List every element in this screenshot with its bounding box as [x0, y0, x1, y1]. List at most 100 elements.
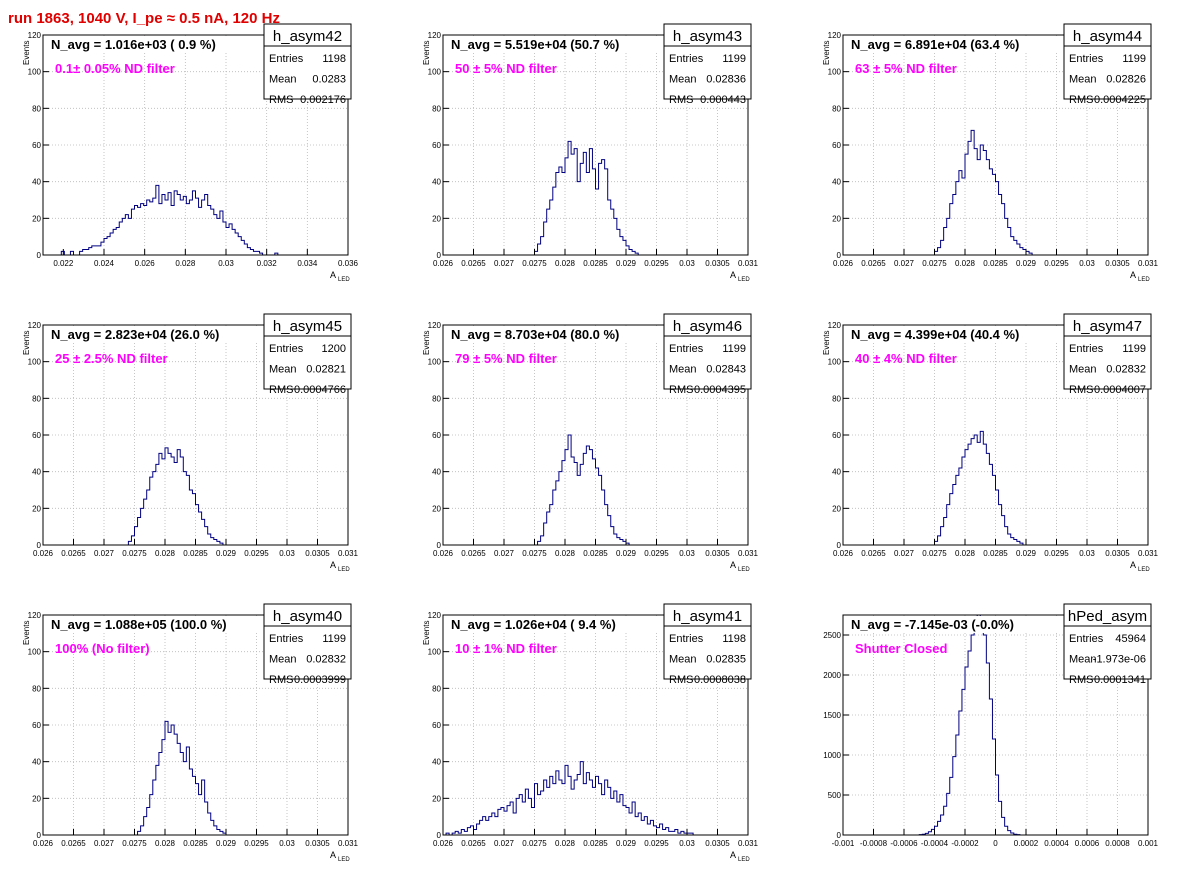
- x-tick-label: 0.031: [1138, 549, 1159, 558]
- y-tick-label: 40: [432, 468, 441, 477]
- navg-box: [449, 36, 667, 53]
- panel-h_asym44: 0.026 0.0265 0.027 0.0275 0.028 0.0285 0.029 0.…: [822, 23, 1159, 283]
- stats-box-name: hPed_asym: [1068, 608, 1147, 625]
- x-tick-label: 0.026: [135, 259, 156, 268]
- x-tick-label: 0.029: [216, 839, 237, 848]
- filter-annotation: 10 ± 1% ND filter: [455, 641, 557, 656]
- histogram-series: [43, 184, 348, 256]
- filter-annotation: 0.1± 0.05% ND filter: [55, 61, 175, 76]
- stats-entries-value: 1200: [322, 343, 346, 355]
- navg-text: N_avg = 8.703e+04 (80.0 %): [451, 327, 619, 342]
- x-tick-label: 0.024: [94, 259, 115, 268]
- y-tick-label: 0: [837, 541, 842, 550]
- x-tick-label: 0.0006: [1075, 839, 1100, 848]
- stats-rms-value: 0.0004395: [694, 384, 746, 396]
- y-tick-label: 0: [437, 831, 442, 840]
- y-tick-label: 100: [28, 648, 42, 657]
- stats-box-name: h_asym47: [1073, 318, 1142, 335]
- stats-entries-label: Entries: [669, 633, 704, 645]
- navg-text: N_avg = 6.891e+04 (63.4 %): [851, 37, 1019, 52]
- y-tick-label: 80: [432, 104, 441, 113]
- x-tick-label: 0.0265: [461, 549, 486, 558]
- x-tick-label: 0.031: [738, 259, 759, 268]
- panel-h_asym43: 0.026 0.0265 0.027 0.0275 0.028 0.0285 0.029 0.…: [422, 23, 759, 283]
- y-tick-label: 80: [32, 684, 41, 693]
- filter-annotation: 25 ± 2.5% ND filter: [55, 351, 168, 366]
- x-axis-label-sub: LED: [738, 567, 750, 573]
- stats-entries-label: Entries: [669, 343, 704, 355]
- y-tick-label: 60: [832, 141, 841, 150]
- y-tick-label: 40: [32, 468, 41, 477]
- stats-box-name: h_asym46: [673, 318, 742, 335]
- x-tick-label: -0.0006: [890, 839, 918, 848]
- y-tick-label: 120: [28, 321, 42, 330]
- stats-mean-value: 0.02836: [706, 74, 746, 86]
- y-tick-label: 120: [28, 31, 42, 40]
- x-tick-label: 0.0285: [983, 549, 1008, 558]
- navg-text: N_avg = 1.016e+03 ( 0.9 %): [51, 37, 216, 52]
- stats-box-name: h_asym44: [1073, 28, 1142, 45]
- x-tick-label: 0.0305: [705, 549, 730, 558]
- y-tick-label: 0: [37, 831, 42, 840]
- filter-annotation: Shutter Closed: [855, 641, 948, 656]
- y-tick-label: 80: [432, 394, 441, 403]
- navg-text: N_avg = -7.145e-03 (-0.0%): [851, 617, 1014, 632]
- x-tick-label: 0.0295: [644, 839, 669, 848]
- y-tick-label: 0: [837, 251, 842, 260]
- x-tick-label: 0.0004: [1044, 839, 1069, 848]
- x-tick-label: 0.001: [1138, 839, 1159, 848]
- x-tick-label: 0.0265: [461, 839, 486, 848]
- navg-text: N_avg = 5.519e+04 (50.7 %): [451, 37, 619, 52]
- y-axis-label: Events: [422, 41, 431, 65]
- x-axis-label: A: [730, 850, 736, 860]
- stats-entries-label: Entries: [1069, 343, 1104, 355]
- x-tick-label: 0.03: [279, 839, 295, 848]
- y-tick-label: 0: [437, 251, 442, 260]
- x-tick-label: 0.0285: [583, 549, 608, 558]
- stats-mean-label: Mean: [1069, 654, 1097, 666]
- stats-mean-label: Mean: [269, 364, 297, 376]
- panel-h_asym42: 0.022 0.024 0.026 0.028 0.03 0.032 0.034 0.036 0…: [22, 23, 359, 283]
- stats-entries-value: 1199: [322, 633, 346, 645]
- x-tick-label: 0.0295: [1044, 549, 1069, 558]
- x-tick-label: 0.0265: [861, 549, 886, 558]
- stats-mean-value: 0.02826: [1106, 74, 1146, 86]
- stats-rms-value: 0.0008038: [694, 674, 746, 686]
- x-tick-label: 0.03: [1079, 549, 1095, 558]
- x-tick-label: 0.0295: [644, 259, 669, 268]
- stats-box-name: h_asym40: [273, 608, 342, 625]
- x-tick-label: 0.027: [494, 839, 515, 848]
- stats-rms-label: RMS: [269, 94, 293, 106]
- x-tick-label: 0.026: [433, 259, 454, 268]
- x-tick-label: 0.029: [216, 549, 237, 558]
- y-tick-label: 500: [828, 791, 842, 800]
- x-tick-label: 0.029: [616, 259, 637, 268]
- x-tick-label: 0.026: [433, 549, 454, 558]
- x-tick-label: 0.026: [33, 839, 54, 848]
- x-tick-label: 0.028: [555, 549, 576, 558]
- stats-entries-value: 1198: [322, 53, 346, 65]
- stats-box: [663, 313, 752, 390]
- x-tick-label: 0.026: [33, 549, 54, 558]
- navg-box: [49, 36, 267, 53]
- y-tick-label: 1000: [823, 751, 841, 760]
- x-tick-label: 0.026: [833, 549, 854, 558]
- y-tick-label: 100: [28, 68, 42, 77]
- stats-mean-label: Mean: [1069, 74, 1097, 86]
- y-tick-label: 60: [32, 141, 41, 150]
- x-tick-label: 0.0285: [983, 259, 1008, 268]
- stats-entries-label: Entries: [1069, 53, 1104, 65]
- x-tick-label: -0.0002: [951, 839, 979, 848]
- x-axis-label-sub: LED: [1138, 277, 1150, 283]
- stats-rms-label: RMS: [669, 674, 693, 686]
- x-tick-label: 0.0265: [61, 839, 86, 848]
- y-axis-label: Events: [822, 331, 831, 355]
- panel-hPed_asym: -0.001 -0.0008 -0.0006 -0.0004 -0.0002 0 0.000…: [823, 603, 1159, 848]
- stats-entries-value: 45964: [1115, 633, 1146, 645]
- x-tick-label: 0.0275: [922, 259, 947, 268]
- page-title: run 1863, 1040 V, I_pe ≈ 0.5 nA, 120 Hz: [8, 10, 280, 27]
- y-tick-label: 20: [432, 214, 441, 223]
- y-tick-label: 60: [32, 431, 41, 440]
- x-tick-label: 0.026: [833, 259, 854, 268]
- x-tick-label: 0.0265: [61, 549, 86, 558]
